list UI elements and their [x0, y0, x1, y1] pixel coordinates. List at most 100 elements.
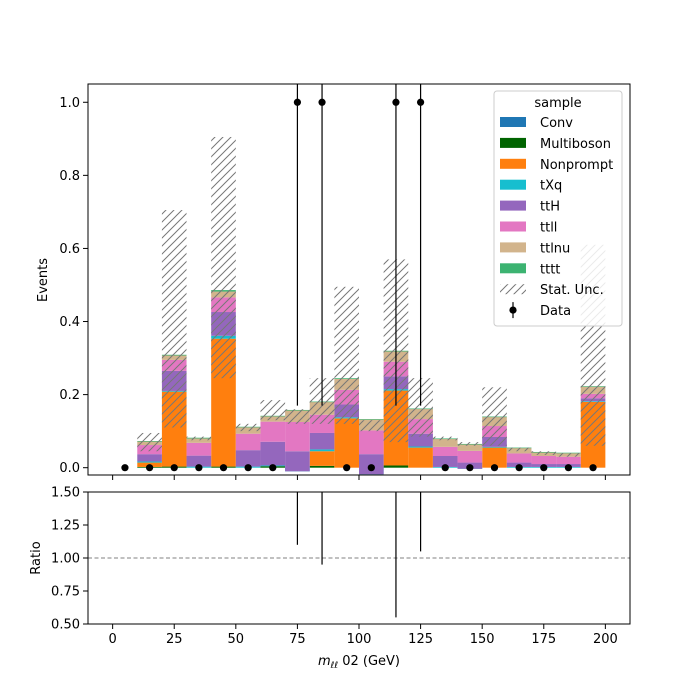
bar-tttt-18: [556, 452, 581, 454]
ratio-x-ticks: 0 25 50 75 100 125 150 175 200: [108, 624, 618, 647]
data-point-7: [293, 98, 302, 106]
data-point-3: [195, 464, 203, 472]
x-axis-title: mℓℓ 02 (GeV): [318, 654, 400, 671]
bar-tth-12: [408, 433, 433, 447]
data-point-9: [343, 464, 351, 472]
x-axis-title-main: m: [318, 654, 331, 669]
stat-unc-2: [161, 210, 187, 428]
x-tick-label-6: 150: [470, 632, 495, 647]
bar-tth-1: [137, 454, 162, 462]
legend-swatch-tth: [500, 200, 526, 211]
ratio-y-axis-title: Ratio: [29, 541, 44, 574]
bar-tth-7: [285, 451, 310, 472]
bar-ttll-16: [506, 453, 532, 463]
data-point-13: [441, 464, 449, 472]
data-point-1: [145, 464, 154, 472]
bar-ttlnu-13: [432, 438, 458, 447]
bar-ttll-10: [359, 430, 384, 455]
bar-tth-3: [186, 455, 212, 467]
bar-multiboson-8: [309, 465, 335, 468]
legend-label-ttlnu: ttlnu: [540, 241, 570, 256]
legend-swatch-txq: [500, 179, 526, 190]
ratio-y-tick-label-2: 1.00: [51, 552, 80, 567]
bar-ttll-18: [556, 456, 581, 465]
data-point-17: [540, 464, 548, 472]
x-tick-label-8: 200: [593, 632, 618, 647]
legend-label-tttt: tttt: [540, 262, 560, 277]
data-point-8: [318, 98, 326, 106]
legend-label-txq: tXq: [540, 179, 562, 194]
stat-unc-6: [260, 400, 286, 421]
stat-unc-7: [285, 409, 310, 424]
stat-unc-16: [506, 447, 532, 452]
ratio-plot: 0.50 0.75 1.00 1.25 1.50 0 25 50 75 100 125 150 175…: [29, 486, 631, 671]
bar-tth-6: [260, 441, 286, 466]
stat-unc-15: [482, 387, 507, 446]
bar-tth-5: [235, 450, 261, 467]
bar-txq-12: [408, 446, 433, 448]
stat-unc-17: [531, 451, 557, 455]
legend-label-tth: ttH: [540, 200, 560, 215]
bar-ttlnu-3: [186, 438, 212, 443]
legend-title: sample: [534, 96, 581, 111]
x-tick-label-5: 125: [408, 632, 433, 647]
bar-tth-13: [432, 455, 458, 467]
ratio-y-tick-label-1: 0.75: [51, 585, 80, 600]
y-tick-label-1: 0.2: [59, 388, 80, 403]
data-point-11: [392, 98, 400, 106]
legend: sample Conv Multiboson Nonprompt tXq ttH ttll…: [493, 90, 623, 327]
legend-swatch-ttll: [500, 221, 526, 232]
legend-swatch-multiboson: [500, 137, 526, 148]
ratio-error-lines: [296, 492, 422, 618]
y-tick-label-5: 1.0: [59, 96, 80, 111]
bar-nonprompt-9: [334, 418, 359, 468]
legend-label-conv: Conv: [540, 116, 573, 131]
legend-label-ttll: ttll: [540, 221, 557, 236]
bar-tth-8: [309, 432, 335, 450]
bar-tttt-10: [359, 419, 384, 420]
ratio-y-tick-label-3: 1.25: [51, 519, 80, 534]
x-tick-label-0: 0: [108, 632, 116, 647]
data-points: [121, 84, 597, 472]
bar-ttll-17: [531, 455, 557, 465]
legend-label-multiboson: Multiboson: [540, 137, 611, 152]
y-tick-label-4: 0.8: [59, 169, 80, 184]
stat-unc-18: [556, 453, 581, 457]
stat-unc-3: [186, 436, 212, 441]
data-point-6: [269, 464, 277, 472]
bar-nonprompt-15: [482, 447, 507, 468]
stat-unc-13: [432, 436, 458, 441]
legend-swatch-stat-unc-: [500, 284, 526, 295]
bar-ttll-6: [260, 421, 286, 442]
legend-swatch-tttt: [500, 263, 526, 274]
data-point-16: [515, 464, 523, 472]
ratio-y-ticks: 0.50 0.75 1.00 1.25 1.50: [51, 486, 88, 633]
y-tick-label-2: 0.4: [59, 315, 80, 330]
legend-swatch-nonprompt: [500, 158, 526, 169]
legend-label-nonprompt: Nonprompt: [540, 158, 613, 173]
x-axis-title-sub: ℓℓ: [330, 661, 338, 671]
bar-ttll-5: [235, 433, 261, 451]
bar-nonprompt-12: [408, 447, 433, 468]
x-tick-label-2: 50: [228, 632, 245, 647]
bar-txq-15: [482, 446, 507, 448]
ratio-y-tick-label-4: 1.50: [51, 486, 80, 501]
bar-ttlnu-14: [457, 444, 483, 451]
main-y-ticks: 0.0 0.2 0.4 0.6 0.8 1.0: [59, 96, 88, 476]
bar-multiboson-11: [383, 465, 409, 468]
stat-unc-5: [235, 423, 261, 432]
data-point-15: [490, 464, 499, 472]
x-axis-title-rest: 02 (GeV): [338, 654, 400, 669]
legend-marker-data: [509, 306, 517, 314]
y-axis-title: Events: [36, 258, 51, 302]
stat-unc-band: [137, 136, 606, 457]
data-point-4: [219, 464, 228, 472]
legend-label-data: Data: [540, 304, 571, 319]
stat-unc-4: [211, 136, 236, 379]
data-point-10: [367, 464, 375, 472]
bar-txq-8: [309, 449, 335, 452]
main-x-ticks: [112, 475, 606, 480]
legend-swatch-conv: [500, 117, 526, 127]
legend-label-stat-unc-: Stat. Unc.: [540, 283, 604, 298]
